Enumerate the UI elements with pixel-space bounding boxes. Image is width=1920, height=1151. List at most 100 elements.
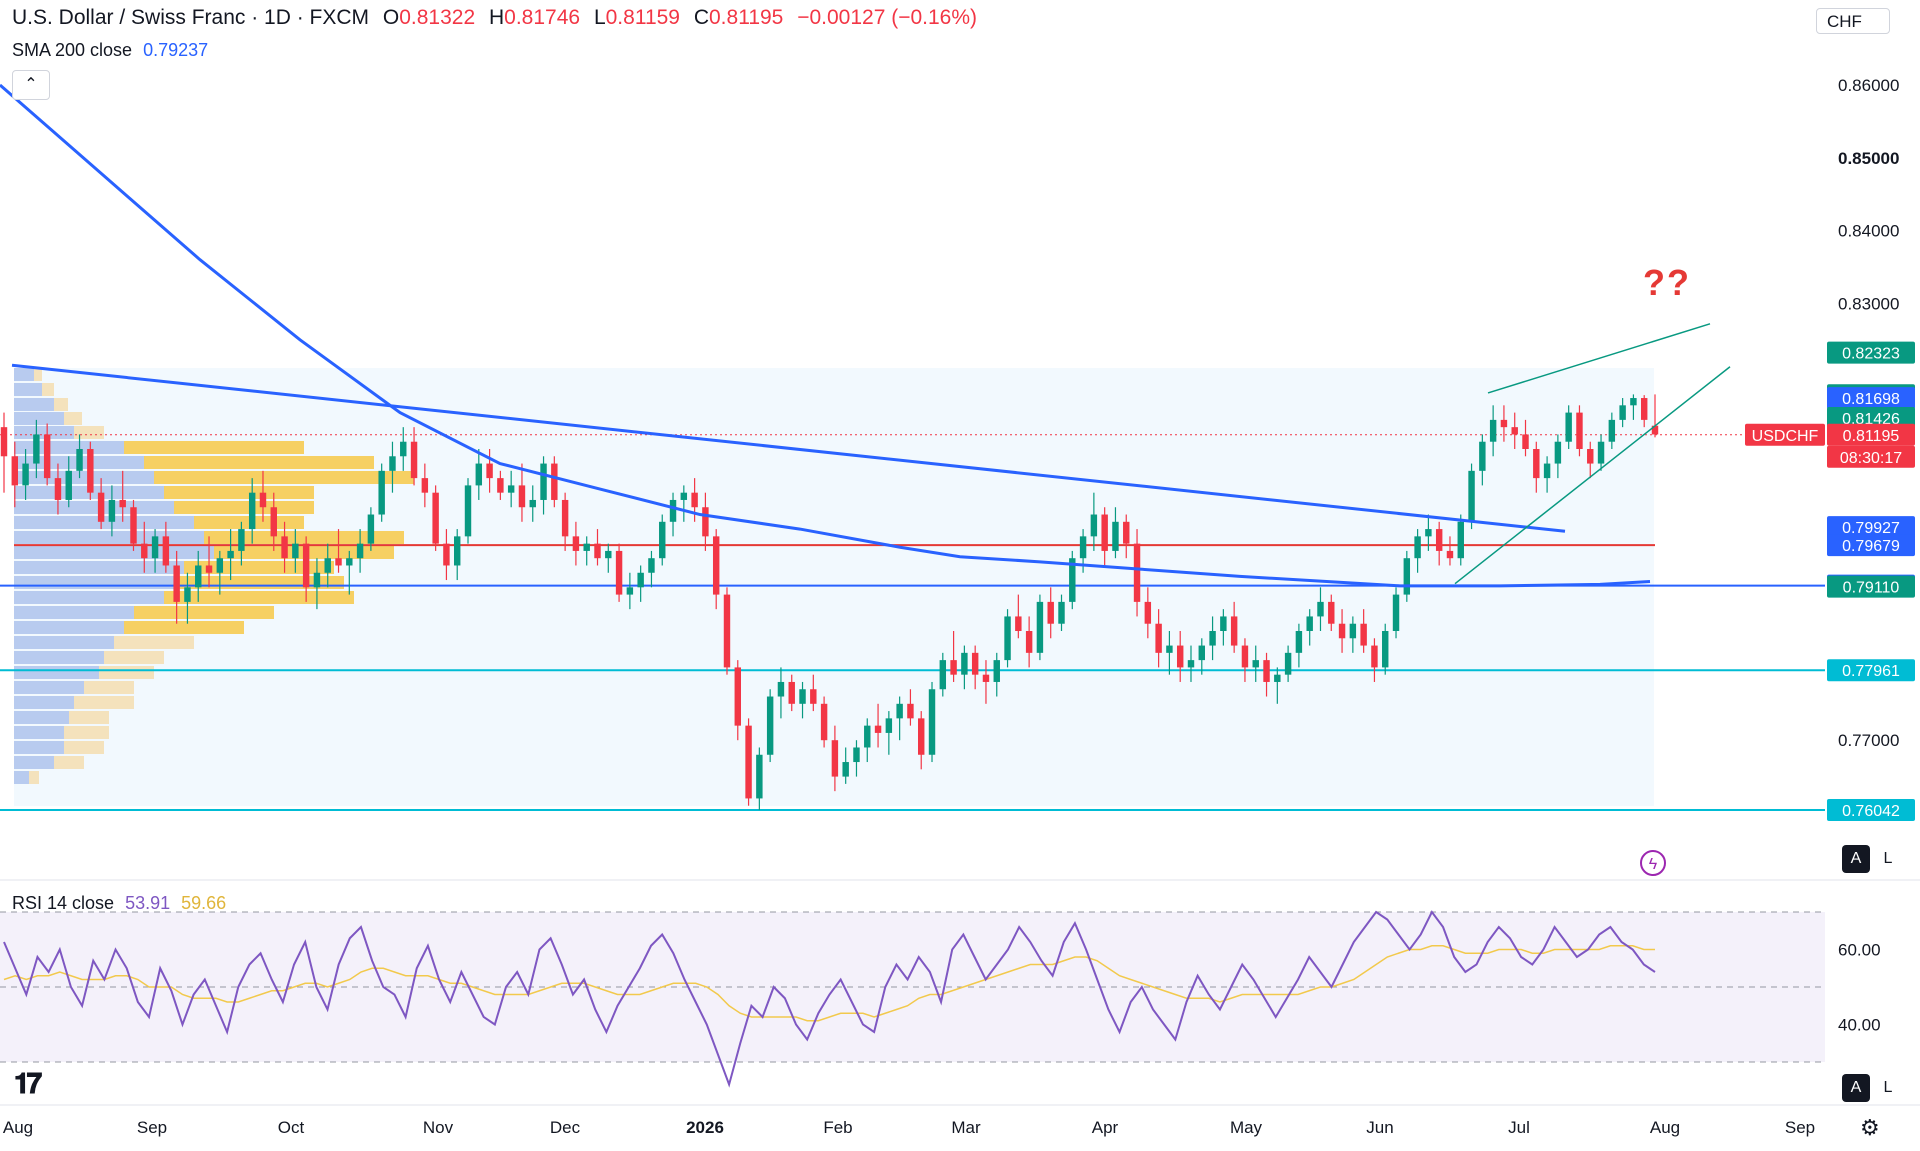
rsi-ma-value: 59.66 — [181, 893, 227, 913]
symbol-title[interactable]: U.S. Dollar / Swiss Franc · 1D · FXCM — [12, 6, 370, 29]
candle-body — [1101, 514, 1108, 551]
candle-body — [810, 689, 817, 704]
candle-body — [270, 507, 277, 537]
price-label-box: 0.77961 — [1827, 659, 1915, 682]
channel-lower-line — [1454, 366, 1731, 585]
candle-body — [918, 718, 925, 755]
volume-profile-bar — [14, 576, 174, 589]
candle-body — [853, 747, 860, 763]
volume-profile-bar — [64, 741, 104, 754]
auto-scale-button[interactable]: A — [1842, 845, 1870, 873]
x-axis-tick: Sep — [1785, 1118, 1815, 1137]
candle-body — [22, 463, 29, 486]
lightning-icon[interactable]: ϟ — [1640, 850, 1666, 876]
candle-body — [108, 499, 116, 522]
price-label-bg — [1827, 406, 1915, 429]
candle-body — [518, 485, 526, 508]
price-label-box: 0.81426 — [1827, 406, 1915, 429]
rsi-legend[interactable]: RSI 14 close 53.91 59.66 — [12, 893, 226, 914]
volume-profile-bar — [54, 398, 68, 411]
candle-body — [205, 565, 213, 573]
countdown-bg — [1827, 445, 1915, 468]
candle-body — [659, 521, 666, 559]
ohlc-change: −0.00127 (−0.16%) — [797, 6, 978, 29]
volume-profile-bar — [14, 531, 204, 544]
candle-body — [637, 572, 644, 588]
candle-body — [691, 492, 698, 508]
candle-body — [1209, 631, 1216, 646]
candle-body — [507, 485, 515, 493]
log-scale-button[interactable]: L — [1874, 845, 1902, 873]
rsi-axis-tick: 40.00 — [1838, 1016, 1881, 1035]
candle-body — [583, 543, 590, 551]
candle-body — [1479, 441, 1486, 471]
volume-profile-bar — [34, 368, 42, 381]
candle-body — [1090, 514, 1098, 537]
price-label-bg — [1827, 387, 1915, 410]
candle-body — [432, 492, 439, 544]
candle-body — [831, 740, 839, 777]
candle-body — [864, 725, 871, 748]
volume-profile-bar — [14, 398, 54, 411]
candle-body — [766, 696, 774, 755]
volume-profile-bar — [14, 741, 64, 754]
rsi-auto-scale-button[interactable]: A — [1842, 1074, 1870, 1102]
candle-body — [486, 463, 493, 479]
volume-profile-bar — [134, 606, 274, 619]
price-label-text: 0.81195 — [1843, 428, 1900, 445]
price-label-text: 0.79110 — [1843, 580, 1900, 597]
sma-legend[interactable]: SMA 200 close 0.79237 — [12, 40, 208, 61]
candle-body — [1015, 616, 1022, 631]
candle-body — [1554, 441, 1562, 464]
candle-body — [961, 652, 968, 675]
x-axis-tick: Dec — [550, 1118, 581, 1137]
x-axis-tick: Sep — [137, 1118, 167, 1137]
candle-body — [1133, 543, 1141, 602]
volume-profile-bar — [84, 681, 134, 694]
price-label-box: 0.81195 USDCHF 08:30:17 — [1745, 423, 1915, 468]
candle-body — [119, 499, 126, 508]
volume-profile-bar — [14, 666, 99, 679]
volume-profile-bar — [104, 651, 164, 664]
candle-body — [1576, 412, 1583, 449]
x-axis-tick: Aug — [3, 1118, 33, 1137]
candle-body — [745, 725, 752, 799]
sma-label: SMA 200 close — [12, 40, 133, 60]
descending-trendline — [11, 363, 1566, 533]
volume-profile-bar — [14, 636, 114, 649]
ohlc-open: O0.81322 — [382, 6, 476, 29]
collapse-legend-button[interactable]: ⌃ — [12, 70, 50, 100]
price-label-text: 0.81426 — [1842, 411, 1900, 428]
volume-profile-bar — [14, 711, 69, 724]
rsi-label: RSI 14 close — [12, 893, 115, 913]
candle-body — [734, 667, 741, 726]
candle-body — [1382, 631, 1389, 668]
candle-body — [561, 499, 569, 537]
rsi-log-scale-button[interactable]: L — [1874, 1074, 1902, 1102]
candle-body — [497, 478, 504, 493]
volume-profile-bar — [64, 412, 82, 425]
candle-body — [1144, 601, 1152, 624]
price-label-box: 0.81698 — [1827, 387, 1915, 410]
volume-profile-bar — [14, 441, 124, 454]
volume-profile-bar — [14, 412, 64, 425]
candle-body — [1608, 419, 1616, 442]
currency-selector[interactable]: CHF — [1816, 8, 1890, 34]
candle-body — [410, 441, 418, 479]
candle-body — [594, 543, 601, 559]
candle-body — [950, 660, 957, 675]
candle-body — [788, 681, 795, 704]
candle-body — [11, 456, 19, 486]
tradingview-logo-icon[interactable]: 𝟏𝟕 — [14, 1068, 42, 1099]
candle-body — [1166, 645, 1173, 653]
candle-body — [1306, 616, 1313, 631]
volume-profile-bar — [14, 726, 64, 739]
symbol-tag-bg — [1745, 423, 1825, 446]
candle-body — [1587, 449, 1594, 464]
candle-body — [356, 543, 364, 559]
rsi-axis-tick: 60.00 — [1838, 941, 1881, 960]
candle-body — [1112, 521, 1119, 551]
candle-body — [712, 536, 720, 595]
gear-icon[interactable]: ⚙ — [1860, 1115, 1880, 1140]
